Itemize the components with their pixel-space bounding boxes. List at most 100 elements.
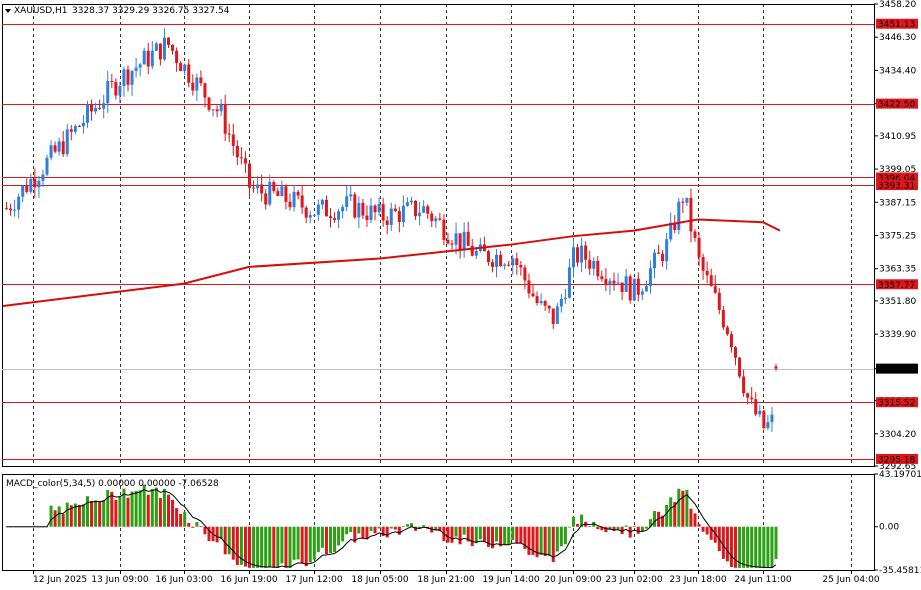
candle <box>499 250 503 267</box>
candle <box>365 205 369 227</box>
level-price-badge-bg <box>876 98 918 109</box>
macd-bar <box>458 526 462 545</box>
candle <box>632 278 636 301</box>
candle <box>341 204 345 219</box>
macd-bar <box>292 526 296 560</box>
candle <box>25 178 29 194</box>
candle <box>260 174 264 202</box>
candle-body <box>491 262 494 267</box>
macd-bar <box>138 490 142 527</box>
candle-body <box>628 276 632 301</box>
macd-bar <box>681 490 685 527</box>
candle <box>572 238 575 278</box>
candle-body <box>734 347 737 358</box>
candle-body <box>721 310 725 328</box>
candle <box>774 363 778 371</box>
macd-bar <box>503 526 507 545</box>
candle-body <box>353 194 357 218</box>
candle-body <box>29 179 33 192</box>
macd-bar <box>729 526 733 567</box>
macd-bar <box>252 526 256 568</box>
candle-body <box>288 201 292 208</box>
candle-body <box>69 129 73 132</box>
macd-bar <box>175 508 179 527</box>
candle-body <box>122 69 126 87</box>
candle <box>596 255 600 281</box>
candle-body <box>393 208 397 212</box>
candle-body <box>25 185 29 192</box>
candle <box>142 47 146 65</box>
candle <box>373 204 377 221</box>
macd-bar <box>661 515 665 527</box>
time-label: 20 Jun 09:00 <box>544 575 601 585</box>
macd-bar <box>349 526 353 533</box>
candle <box>713 275 717 295</box>
candle <box>511 254 515 275</box>
candle <box>284 184 288 210</box>
candle <box>405 197 409 207</box>
candle-body <box>211 109 215 111</box>
candle-body <box>758 410 762 415</box>
macd-bar <box>734 526 737 568</box>
candle-body <box>33 179 37 188</box>
macd-bar <box>754 526 758 568</box>
candle-body <box>231 134 235 146</box>
macd-bar <box>264 526 268 568</box>
candle <box>734 346 737 366</box>
macd-bar <box>474 526 478 544</box>
macd-bar <box>721 526 725 559</box>
candle-body <box>616 282 620 284</box>
candle <box>738 356 742 379</box>
candle-body <box>86 104 89 123</box>
candle-body <box>142 50 146 65</box>
time-label: 16 Jun 19:00 <box>220 575 277 585</box>
candle-body <box>377 204 381 213</box>
candle-body <box>507 264 511 266</box>
candle <box>458 233 462 259</box>
macd-bar <box>191 526 195 528</box>
macd-bar <box>624 525 628 527</box>
macd-bar <box>102 500 106 527</box>
macd-bar <box>401 526 405 527</box>
price-tick-label: 3458.20 <box>879 0 916 10</box>
macd-bar <box>171 499 175 527</box>
macd-bar <box>288 526 292 568</box>
macd-bar <box>361 526 365 539</box>
candle-body <box>657 252 661 254</box>
candle-body <box>154 43 158 51</box>
candle <box>486 249 490 266</box>
candle-body <box>624 276 628 292</box>
candle <box>766 414 770 431</box>
candle-body <box>705 270 709 276</box>
candle <box>555 302 559 325</box>
candle <box>288 193 292 211</box>
macd-bar <box>260 526 264 568</box>
macd-bar <box>446 526 450 543</box>
macd-bar <box>90 501 94 527</box>
candle <box>118 81 122 104</box>
macd-bar <box>187 522 191 527</box>
candle-body <box>531 293 535 297</box>
candle <box>199 70 203 87</box>
macd-bar <box>389 526 393 529</box>
ohlc-values: 3328.37 3329.29 3326.75 3327.54 <box>72 6 230 16</box>
macd-bar <box>563 526 567 545</box>
candle <box>77 124 81 127</box>
candle <box>648 260 652 294</box>
macd-bar <box>353 526 357 543</box>
candle-body <box>17 196 21 210</box>
macd-histogram <box>5 484 778 568</box>
candle <box>320 198 324 210</box>
macd-bar <box>580 514 584 527</box>
candle <box>677 197 681 235</box>
candle-body <box>746 393 750 398</box>
macd-bar <box>454 526 458 537</box>
candle <box>770 406 774 432</box>
time-label: 23 Jun 18:00 <box>669 575 726 585</box>
candle <box>268 174 272 207</box>
macd-bar <box>304 526 308 567</box>
candle <box>353 192 357 219</box>
candle <box>640 288 644 301</box>
candle-body <box>401 205 405 223</box>
